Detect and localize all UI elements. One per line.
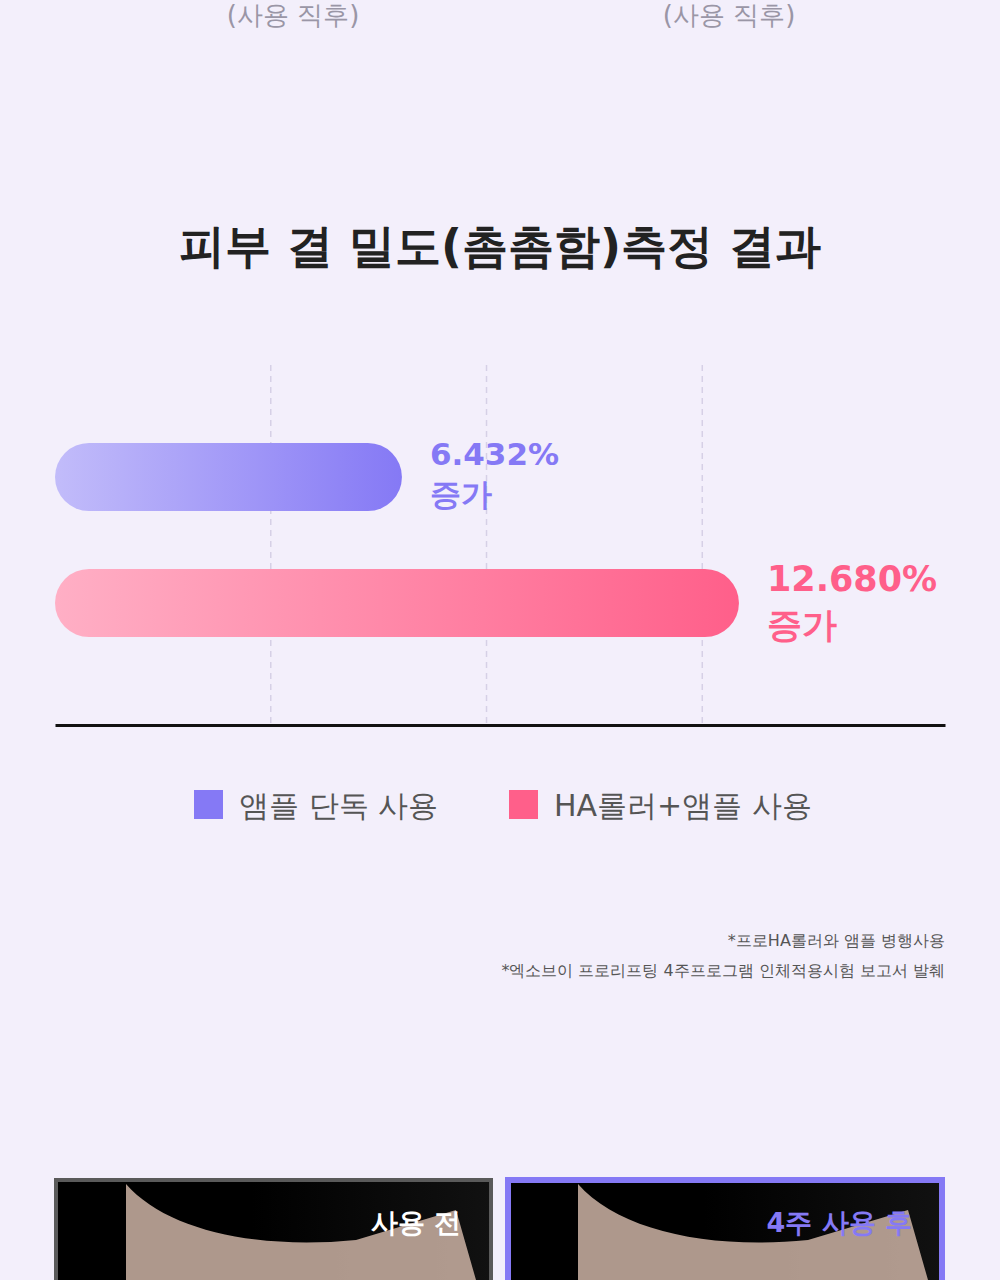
- grid-line: [702, 365, 704, 723]
- x-axis: [56, 725, 946, 727]
- photo-label: 4주 사용 후: [766, 1207, 912, 1238]
- photo-panel: [508, 1180, 942, 1280]
- grid-line: [270, 365, 272, 723]
- header-caption: (사용 직후): [227, 0, 360, 30]
- face-silhouette: [578, 1184, 928, 1280]
- axis-line: [56, 724, 946, 727]
- legend: 앰플 단독 사용 HA롤러+앰플 사용: [194, 788, 812, 823]
- footnote: *프로HA롤러와 앰플 병행사용: [728, 931, 945, 950]
- legend-label: HA롤러+앰플 사용: [554, 788, 812, 823]
- grid: [271, 365, 703, 723]
- data-label: 6.432%증가: [430, 436, 559, 512]
- legend-label: 앰플 단독 사용: [239, 788, 438, 823]
- footnote: *엑소브이 프로리프팅 4주프로그램 인체적용시험 보고서 발췌: [501, 961, 945, 980]
- bar: [55, 443, 402, 511]
- face-silhouette: [126, 1184, 476, 1280]
- bar: [55, 569, 739, 637]
- legend-swatch: [509, 790, 538, 819]
- grid-line: [486, 365, 488, 723]
- photo-label: 사용 전: [371, 1207, 461, 1238]
- photo-panel: [56, 1180, 491, 1280]
- bars: [55, 443, 739, 637]
- page: (사용 직후) (사용 직후) 피부 결 밀도(촘촘함)측정 결과 6.432%증가 1…: [0, 0, 1000, 1280]
- data-label: 12.680%증가: [767, 559, 937, 645]
- chart-title: 피부 결 밀도(촘촘함)측정 결과: [179, 219, 821, 273]
- header-caption: (사용 직후): [663, 0, 796, 30]
- legend-swatch: [194, 790, 223, 819]
- background: [0, 0, 1000, 1280]
